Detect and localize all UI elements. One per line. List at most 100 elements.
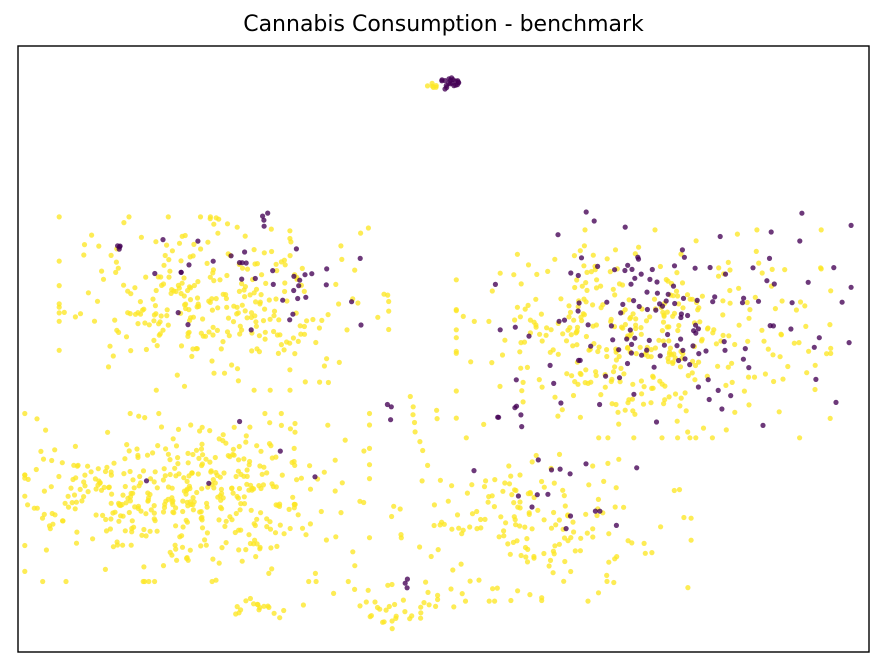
point-yellow [22,568,28,575]
point-yellow [692,377,698,383]
point-yellow [298,331,304,337]
point-yellow [167,457,173,463]
point-purple [143,478,150,484]
point-yellow [716,265,722,271]
point-yellow [389,513,395,520]
point-yellow [453,335,459,341]
point-yellow [772,306,779,312]
point-yellow [638,378,645,384]
point-yellow [581,243,588,249]
point-yellow [163,446,169,452]
point-yellow [258,448,264,454]
point-yellow [142,320,148,326]
point-yellow [184,478,190,484]
point-yellow [257,299,263,305]
point-yellow [386,308,392,314]
point-yellow [680,305,686,311]
point-yellow [732,409,738,415]
point-yellow [818,266,824,272]
point-purple [309,271,315,277]
point-yellow [684,292,691,298]
point-yellow [776,409,782,415]
point-yellow [63,578,69,585]
point-yellow [434,407,440,413]
point-yellow [410,404,416,410]
point-yellow [610,369,617,375]
point-yellow [556,541,563,547]
point-yellow [190,507,196,513]
point-yellow [780,376,786,382]
point-yellow [570,343,576,349]
point-yellow [169,248,175,254]
point-yellow [562,503,568,509]
point-purple [707,264,713,271]
point-yellow [586,482,592,488]
point-yellow [22,542,28,549]
point-yellow [167,549,173,555]
point-yellow [486,598,492,604]
point-yellow [751,374,758,380]
point-yellow [301,323,307,330]
point-yellow [114,542,121,548]
point-purple [799,210,805,216]
point-yellow [282,262,288,268]
point-yellow [145,498,151,504]
point-yellow [287,340,293,346]
point-purple [691,328,697,334]
point-yellow [181,275,187,281]
point-yellow [262,329,268,335]
point-purple [388,417,394,423]
point-yellow [450,567,456,573]
point-yellow [256,349,262,355]
point-yellow [812,362,818,368]
point-yellow [242,294,248,300]
point-purple [548,467,555,473]
point-yellow [352,586,358,593]
point-yellow [263,280,269,286]
point-yellow [676,487,683,493]
point-yellow [262,306,268,312]
point-purple [451,83,457,89]
point-yellow [77,311,84,317]
point-yellow [745,338,751,344]
point-yellow [524,536,530,542]
point-yellow [227,514,233,520]
point-yellow [236,547,242,553]
point-yellow [583,280,589,286]
point-yellow [460,313,466,319]
point-purple [228,253,234,259]
point-yellow [276,317,282,323]
point-yellow [81,479,87,485]
point-yellow [499,352,506,358]
point-yellow [433,603,439,610]
point-yellow [590,323,596,329]
point-yellow [546,563,552,569]
point-yellow [81,242,88,248]
point-yellow [236,610,242,616]
point-yellow [604,353,610,360]
point-yellow [256,483,262,489]
point-yellow [682,390,688,396]
point-yellow [156,321,162,327]
point-yellow [481,484,488,490]
point-yellow [176,240,183,246]
point-yellow [98,487,105,493]
point-yellow [598,392,604,398]
point-yellow [231,303,237,309]
point-yellow [93,486,99,492]
point-yellow [332,488,338,494]
point-yellow [715,273,722,279]
point-yellow [169,499,175,505]
point-yellow [257,463,263,469]
point-yellow [509,492,515,498]
point-yellow [350,549,356,555]
point-yellow [577,248,583,254]
point-yellow [198,246,204,252]
point-yellow [273,454,279,460]
point-purple [628,350,635,356]
point-yellow [381,619,387,625]
point-yellow [453,348,459,354]
point-yellow [260,318,267,324]
point-yellow [197,428,203,434]
point-yellow [579,283,585,289]
